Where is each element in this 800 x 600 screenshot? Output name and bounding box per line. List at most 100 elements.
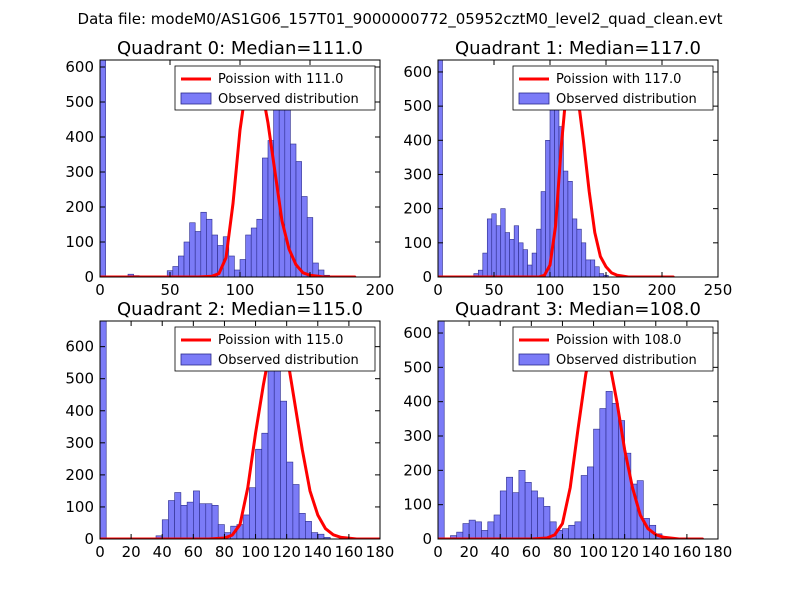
histogram-bar [585, 259, 591, 277]
quadrant-1-plot-area [438, 60, 675, 277]
histogram-bar [527, 264, 533, 277]
histogram-bar [178, 255, 185, 277]
x-tick-label: 80 [215, 543, 234, 561]
histogram-bar [486, 218, 493, 277]
histogram-bar [262, 157, 269, 277]
panels: 0 50 100 150 2000100200300400500600Quadrant … [65, 38, 732, 561]
histogram-bar [513, 225, 519, 277]
y-tick-label: 400 [403, 131, 432, 149]
chart-title: Quadrant 1: Median=117.0 [455, 38, 701, 59]
quadrant-0-panel: 0 50 100 150 200 0 100 200 300 400 500 600 Quadrant … [65, 38, 394, 299]
x-tick-label: 160 [335, 543, 364, 561]
axes-frame [437, 320, 719, 540]
histogram-bar [261, 432, 269, 539]
legend-bar-swatch [180, 92, 212, 105]
figure-suptitle: Data file: modeM0/AS1G06_157T01_90000007… [78, 10, 723, 29]
histogram-bar [161, 519, 169, 539]
x-tick-label: 140 [303, 543, 332, 561]
chart-title: Quadrant 3: Median=108.0 [455, 299, 701, 320]
y-tick-label: 600 [65, 338, 94, 356]
histogram-bar [487, 521, 495, 539]
histogram-bar [491, 213, 497, 277]
histogram-bar [576, 228, 582, 277]
histogram-bar [311, 532, 319, 539]
histogram-bar [306, 217, 314, 277]
histogram-bar [199, 503, 207, 539]
histogram-bar [512, 492, 520, 539]
legend-line-label: Poission with 108.0 [556, 333, 681, 348]
y-tick-label: 300 [65, 434, 94, 452]
x-tick-label: 60 [184, 543, 203, 561]
x-tick-label: 100 [579, 543, 608, 561]
histogram-bar [189, 222, 196, 277]
y-tick-label: 400 [403, 393, 432, 411]
y-tick-label: 300 [403, 165, 432, 183]
histogram-bar [205, 503, 213, 539]
histogram-bar [256, 218, 263, 277]
histogram-bar [172, 266, 179, 277]
histogram-bar [543, 506, 551, 539]
histogram-bar [186, 501, 194, 539]
x-tick-label: 200 [648, 281, 677, 299]
histogram-bar [438, 60, 443, 277]
histogram-bar [545, 140, 551, 277]
histogram-bar [605, 391, 613, 539]
y-tick-label: 300 [65, 163, 94, 181]
histogram-bar [493, 514, 501, 539]
y-tick-label: 200 [403, 461, 432, 479]
x-tick-label: 160 [673, 543, 702, 561]
histogram-bar [562, 528, 569, 539]
x-tick-label: 40 [491, 543, 510, 561]
histogram-bar [518, 470, 526, 539]
histogram-bar [531, 490, 538, 539]
y-tick-label: 600 [403, 324, 432, 342]
x-tick-label: 200 [366, 281, 395, 299]
quadrant-0-plot-area [100, 60, 357, 277]
legend-bar-label: Observed distribution [556, 353, 697, 368]
histogram-bar [174, 492, 182, 539]
histogram-bar [217, 524, 225, 539]
legend-bar-label: Observed distribution [218, 92, 359, 107]
x-tick-label: 100 [226, 281, 255, 299]
y-tick-label: 0 [422, 530, 432, 548]
histogram-bar [574, 521, 582, 539]
histogram-bar [193, 490, 200, 539]
histogram-bar [317, 533, 325, 539]
y-tick-label: 0 [84, 530, 94, 548]
histogram-bar [593, 428, 601, 539]
legend-bar-swatch [518, 353, 550, 366]
histogram-bar [468, 519, 476, 539]
histogram-bar [499, 490, 507, 539]
quadrant-2-plot-area [100, 321, 380, 539]
histogram-bar [168, 500, 175, 539]
histogram-bar [580, 475, 588, 539]
histogram-bar [509, 239, 515, 277]
histogram-bar [590, 259, 596, 277]
histogram-bar [183, 241, 190, 277]
y-tick-label: 500 [403, 358, 432, 376]
y-tick-label: 500 [65, 93, 94, 111]
x-tick-label: 20 [122, 543, 141, 561]
histogram-bar [594, 266, 600, 277]
histogram-bar [206, 218, 213, 277]
legend: Poission with 108.0 Observed distribution [512, 326, 714, 372]
y-tick-label: 500 [403, 97, 432, 115]
histogram-bar [305, 521, 312, 539]
histogram-bar [301, 196, 308, 277]
histogram-bar [540, 191, 546, 277]
histogram-bar [278, 87, 286, 277]
histogram-bar [211, 505, 219, 539]
quadrant-1-panel: 0 50 100 150 200 250 0 100 200 300 400 500 600 Quadra… [403, 38, 732, 299]
legend-bar-label: Observed distribution [218, 353, 359, 368]
histogram-bar [280, 400, 287, 539]
histogram-bar [292, 484, 300, 539]
x-tick-label: 180 [366, 543, 395, 561]
histogram-bar [249, 487, 256, 539]
legend: Poission with 117.0 Observed distribution [512, 65, 714, 111]
histogram-bar [438, 321, 445, 539]
x-tick-label: 0 [95, 543, 105, 561]
legend-line-label: Poission with 117.0 [556, 72, 681, 87]
histogram-bar [318, 269, 325, 277]
chart-title: Quadrant 0: Median=111.0 [117, 38, 363, 59]
